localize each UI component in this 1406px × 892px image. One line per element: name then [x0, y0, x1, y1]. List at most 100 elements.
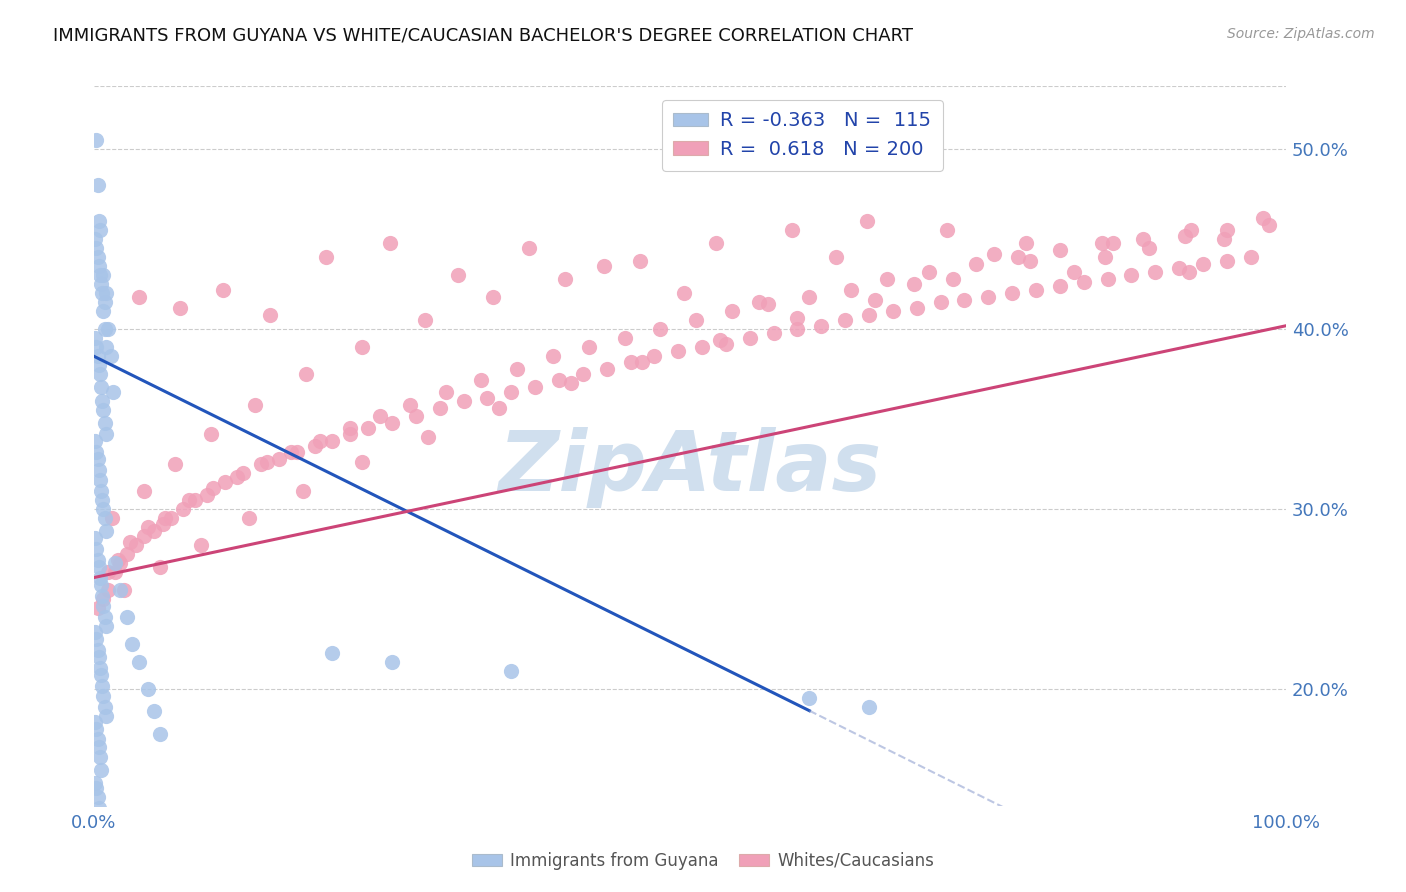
Point — [1180, 223, 1202, 237]
Point — [243, 398, 266, 412]
Point — [94, 619, 117, 633]
Point — [855, 214, 877, 228]
Point — [786, 322, 808, 336]
Point — [470, 373, 492, 387]
Point — [172, 502, 194, 516]
Point — [86, 790, 108, 805]
Point — [94, 709, 117, 723]
Point — [1090, 235, 1112, 250]
Point — [86, 451, 108, 466]
Point — [1132, 232, 1154, 246]
Point — [685, 313, 707, 327]
Point — [650, 322, 672, 336]
Point — [86, 340, 108, 354]
Point — [136, 682, 159, 697]
Point — [267, 451, 290, 466]
Point — [882, 304, 904, 318]
Point — [93, 403, 115, 417]
Text: ZipAtlas: ZipAtlas — [499, 427, 882, 508]
Point — [613, 331, 636, 345]
Point — [352, 455, 374, 469]
Point — [1177, 265, 1199, 279]
Point — [628, 253, 651, 268]
Point — [935, 223, 957, 237]
Point — [405, 409, 427, 423]
Point — [339, 426, 361, 441]
Point — [104, 565, 127, 579]
Point — [977, 290, 1000, 304]
Point — [93, 690, 115, 704]
Point — [929, 295, 952, 310]
Point — [86, 847, 108, 862]
Point — [93, 502, 115, 516]
Point — [572, 368, 595, 382]
Point — [501, 385, 523, 400]
Point — [97, 583, 120, 598]
Point — [721, 304, 744, 318]
Point — [93, 304, 115, 318]
Point — [1213, 232, 1236, 246]
Point — [339, 421, 361, 435]
Point — [780, 223, 803, 237]
Point — [90, 763, 112, 777]
Point — [89, 474, 111, 488]
Point — [100, 349, 122, 363]
Point — [214, 475, 236, 490]
Point — [107, 552, 129, 566]
Point — [148, 559, 170, 574]
Point — [903, 277, 925, 292]
Point — [91, 589, 114, 603]
Point — [1216, 223, 1239, 237]
Point — [738, 331, 761, 345]
Point — [94, 524, 117, 538]
Point — [97, 565, 120, 579]
Point — [1001, 286, 1024, 301]
Point — [84, 531, 107, 545]
Point — [84, 434, 107, 448]
Point — [309, 434, 332, 448]
Point — [453, 394, 475, 409]
Point — [1144, 265, 1167, 279]
Point — [90, 667, 112, 681]
Point — [86, 830, 108, 844]
Point — [259, 308, 281, 322]
Point — [104, 556, 127, 570]
Point — [163, 457, 186, 471]
Point — [86, 178, 108, 193]
Point — [416, 430, 439, 444]
Point — [548, 373, 571, 387]
Point — [953, 293, 976, 308]
Point — [142, 524, 165, 538]
Point — [446, 268, 468, 283]
Point — [86, 732, 108, 747]
Point — [863, 293, 886, 308]
Point — [94, 340, 117, 354]
Point — [482, 290, 505, 304]
Point — [118, 534, 141, 549]
Point — [578, 340, 600, 354]
Point — [84, 840, 107, 855]
Point — [917, 265, 939, 279]
Point — [84, 331, 107, 345]
Point — [541, 349, 564, 363]
Point — [91, 679, 114, 693]
Point — [84, 775, 107, 789]
Point — [132, 484, 155, 499]
Point — [93, 322, 115, 336]
Point — [211, 283, 233, 297]
Point — [84, 812, 107, 826]
Point — [86, 250, 108, 264]
Point — [280, 444, 302, 458]
Point — [748, 295, 770, 310]
Point — [202, 481, 225, 495]
Point — [155, 511, 177, 525]
Point — [148, 727, 170, 741]
Point — [1174, 228, 1197, 243]
Point — [136, 520, 159, 534]
Point — [1063, 265, 1085, 279]
Point — [84, 232, 107, 246]
Point — [93, 511, 115, 525]
Point — [87, 260, 110, 274]
Point — [93, 268, 115, 283]
Point — [108, 583, 131, 598]
